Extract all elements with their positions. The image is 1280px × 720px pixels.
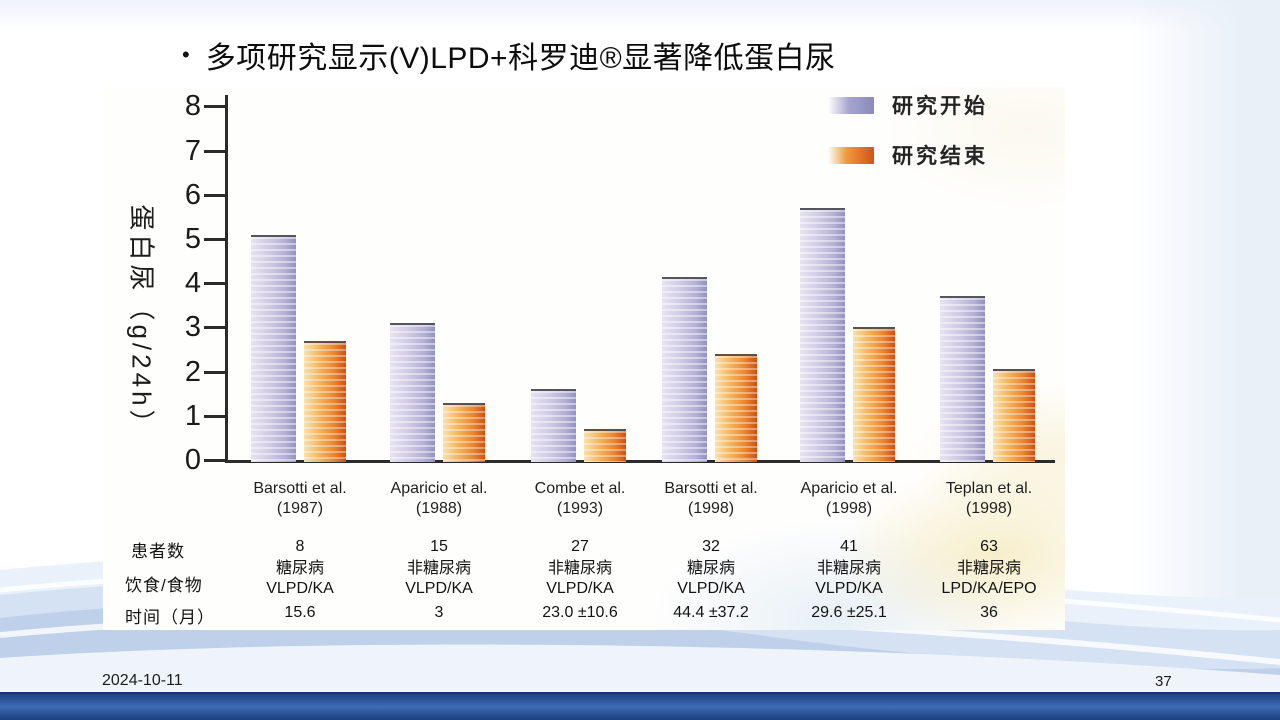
legend-label-start: 研究开始: [892, 95, 988, 118]
y-tick-mark: [204, 326, 225, 330]
title-bullet: •: [182, 42, 190, 67]
table-cell: 非糖尿病 VLPD/KA: [546, 560, 614, 597]
bar-start-2: [531, 389, 576, 462]
y-tick-mark: [204, 193, 225, 197]
y-tick-label: 3: [184, 311, 201, 344]
x-category-label: Barsotti et al. (1987): [253, 480, 347, 517]
bottom-bar: [0, 692, 1280, 720]
y-axis-line: [225, 95, 228, 463]
bar-end-1: [443, 402, 485, 462]
table-cell: 3: [434, 604, 444, 621]
y-tick-mark: [204, 370, 225, 374]
legend-swatch-start-icon: [828, 96, 874, 114]
table-cell: 44.4 ±37.2: [673, 604, 749, 621]
legend-swatch-end-icon: [828, 146, 874, 164]
plot-area: 研究开始 研究结束 蛋白尿（g/24h） 0 1 2 3 4 5 6 7 8 Barsotti e…: [103, 87, 1065, 630]
chart-figure: 研究开始 研究结束 蛋白尿（g/24h） 0 1 2 3 4 5 6 7 8 Barsotti e…: [103, 87, 1065, 630]
table-cell: 非糖尿病 LPD/KA/EPO: [941, 560, 1037, 597]
bar-end-0: [304, 340, 346, 462]
x-category-label: Aparicio et al. (1998): [800, 480, 898, 517]
bar-end-4: [853, 327, 895, 462]
table-cell: 63: [980, 538, 998, 555]
table-cell: 29.6 ±25.1: [811, 604, 887, 621]
x-category-label: Combe et al. (1993): [534, 480, 626, 517]
y-tick-label: 5: [184, 223, 201, 255]
x-category-label: Teplan et al. (1998): [945, 480, 1033, 517]
legend-label-end: 研究结束: [892, 145, 988, 168]
bar-start-5: [940, 296, 985, 462]
y-tick-label: 8: [184, 90, 201, 123]
bar-start-3: [662, 276, 707, 462]
table-row-label-2: 时间（月）: [125, 608, 215, 627]
y-tick-label: 0: [184, 444, 201, 476]
bar-end-5: [993, 369, 1035, 462]
slide-title: • 多项研究显示(V)LPD+科罗迪®显著降低蛋白尿: [182, 33, 836, 77]
table-row-label-1: 饮食/食物: [125, 576, 203, 595]
x-axis-line: [225, 460, 1055, 463]
table-cell: 非糖尿病 VLPD/KA: [405, 560, 473, 597]
y-tick-mark: [204, 238, 225, 241]
footer-page-number: 37: [1155, 673, 1172, 690]
bar-end-2: [584, 429, 626, 462]
table-cell: 23.0 ±10.6: [542, 604, 618, 621]
table-cell: 非糖尿病 VLPD/KA: [815, 560, 883, 597]
y-tick-label: 1: [184, 399, 201, 432]
table-cell: 糖尿病 VLPD/KA: [266, 560, 334, 597]
table-cell: 15: [430, 538, 448, 555]
table-cell: 36: [980, 604, 998, 621]
y-tick-label: 6: [184, 178, 201, 211]
top-gradient-band: [0, 0, 1280, 34]
table-cell: 41: [840, 538, 858, 555]
y-tick-mark: [204, 414, 225, 418]
table-cell: 15.6: [284, 604, 316, 621]
table-row-label-0: 患者数: [131, 542, 185, 561]
legend-item-end: 研究结束: [828, 140, 988, 170]
x-category-label: Barsotti et al. (1998): [664, 480, 758, 517]
bar-start-4: [800, 208, 845, 462]
y-tick-mark: [204, 282, 225, 286]
table-cell: 8: [295, 538, 305, 555]
table-cell: 27: [571, 538, 589, 555]
x-category-label: Aparicio et al. (1988): [390, 480, 488, 517]
y-tick-mark: [204, 149, 225, 153]
y-tick-label: 2: [184, 355, 201, 388]
table-cell: 32: [702, 538, 720, 555]
bar-start-1: [390, 322, 435, 462]
bar-start-0: [251, 234, 296, 462]
table-cell: 糖尿病 VLPD/KA: [677, 560, 745, 597]
y-tick-mark: [204, 105, 225, 109]
footer-date: 2024-10-11: [102, 672, 183, 689]
bar-end-3: [715, 353, 757, 462]
y-tick-label: 7: [184, 134, 201, 167]
y-tick-mark: [204, 459, 225, 462]
legend-item-start: 研究开始: [828, 90, 988, 120]
y-tick-label: 4: [184, 267, 201, 300]
title-text: 多项研究显示(V)LPD+科罗迪®显著降低蛋白尿: [205, 42, 836, 75]
